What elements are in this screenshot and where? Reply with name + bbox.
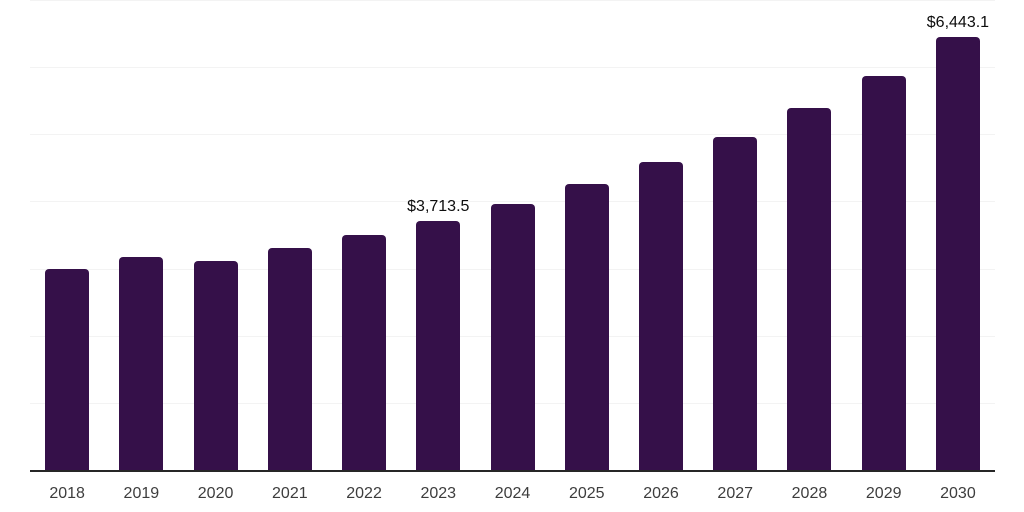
x-tick-label-2023: 2023 <box>420 485 457 502</box>
bar-slot-2021 <box>253 0 327 470</box>
bar-slot-2020 <box>178 0 252 470</box>
x-tick-label-2030: 2030 <box>940 485 976 502</box>
gridline <box>30 201 995 203</box>
bar-2024 <box>490 204 535 470</box>
bar-2020 <box>193 260 238 470</box>
bar-2028 <box>787 108 832 470</box>
bar-slot-2030: $6,443.1 <box>921 0 995 470</box>
bar-series: $3,713.5 $6,443.1 <box>30 0 995 470</box>
bar-slot-2026 <box>624 0 698 470</box>
x-tick-label-2019: 2019 <box>123 485 160 502</box>
data-label-2030: $6,443.1 <box>926 14 990 32</box>
bar-2025 <box>564 184 609 470</box>
x-axis-line <box>30 470 995 472</box>
x-tick-label-2021: 2021 <box>272 485 308 502</box>
bar-2029 <box>861 75 906 470</box>
bar-slot-2019 <box>104 0 178 470</box>
bar-2023 <box>416 220 461 470</box>
bar-slot-2018 <box>30 0 104 470</box>
x-tick-label-2018: 2018 <box>49 485 85 502</box>
x-tick-label-2025: 2025 <box>568 485 605 502</box>
data-label-2023: $3,713.5 <box>407 197 470 215</box>
bar-slot-2023: $3,713.5 <box>401 0 475 470</box>
x-tick-label-2026: 2026 <box>643 485 679 502</box>
gridline <box>30 134 995 136</box>
bar-2018 <box>45 268 90 470</box>
bar-2026 <box>638 162 683 470</box>
bar-2027 <box>713 137 758 470</box>
bar-slot-2024 <box>475 0 549 470</box>
x-tick-label-2020: 2020 <box>197 485 234 502</box>
x-tick-label-2029: 2029 <box>865 485 902 502</box>
bar-slot-2029 <box>847 0 921 470</box>
x-tick-label-2028: 2028 <box>791 485 828 502</box>
gridline <box>30 67 995 69</box>
plot-area: $3,713.5 $6,443.1 <box>30 0 995 472</box>
x-tick-label-2024: 2024 <box>494 485 531 502</box>
bar-2019 <box>119 256 164 470</box>
bar-2030 <box>935 37 980 470</box>
gridline <box>30 0 995 1</box>
bar-slot-2025 <box>550 0 624 470</box>
x-tick-label-2027: 2027 <box>717 485 754 502</box>
bar-slot-2028 <box>772 0 846 470</box>
x-axis: 2018 2019 2020 2021 2022 2023 2024 2025 2026 2027… <box>30 472 995 512</box>
bar-slot-2027 <box>698 0 772 470</box>
bar-2022 <box>342 235 387 470</box>
x-tick-label-2022: 2022 <box>346 485 382 502</box>
bar-2021 <box>267 248 312 470</box>
bar-slot-2022 <box>327 0 401 470</box>
